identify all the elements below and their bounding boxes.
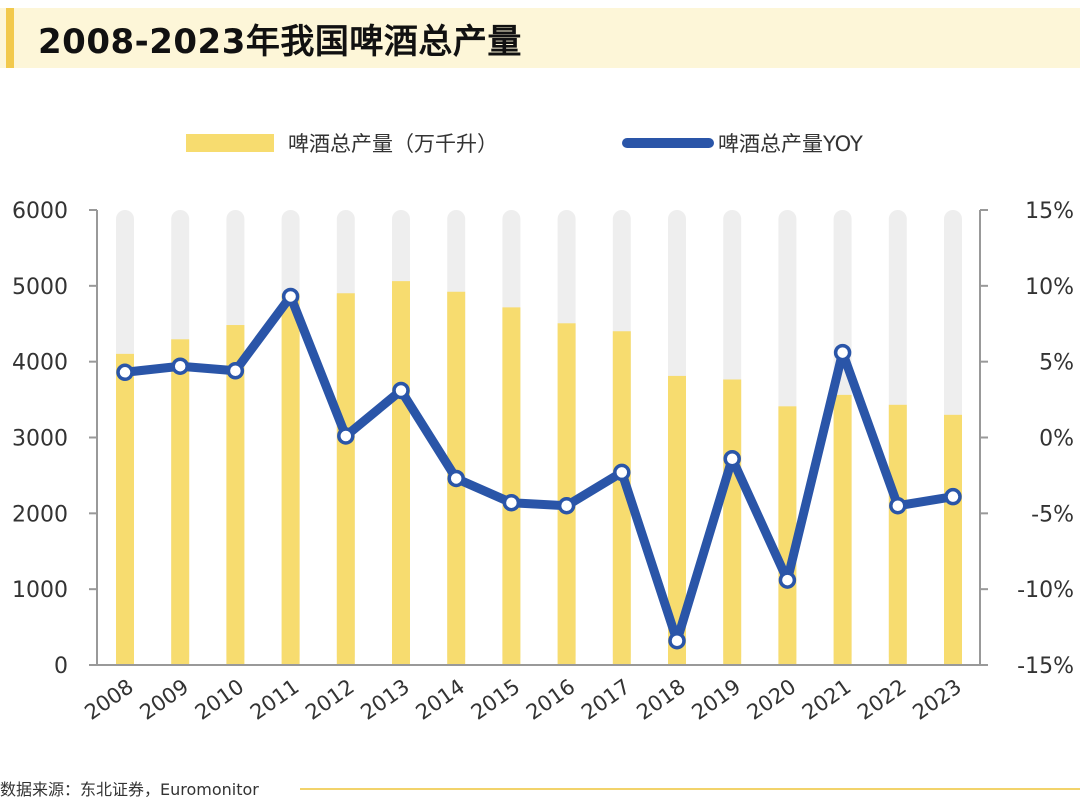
legend-label-yoy: 啤酒总产量YOY [718,132,863,156]
legend-item-yoy: 啤酒总产量YOY [622,128,863,158]
bar-2019 [723,379,742,665]
bar-2016 [557,323,576,665]
yoy-point-2016 [557,497,576,515]
bar-2011 [281,293,300,665]
yoy-point-2015 [502,493,521,512]
left-tick-label: 0 [54,654,68,679]
bar-2022 [888,404,907,665]
x-tick-label: 2019 [688,674,746,724]
right-tick-label: -15% [1017,654,1074,679]
legend-label-production: 啤酒总产量（万千升） [288,132,498,156]
yoy-point-2013 [392,381,410,400]
yoy-point-2022 [889,497,907,515]
bar-2021 [833,394,852,665]
yoy-line [120,291,958,646]
right-tick-label: -10% [1017,578,1074,603]
bar-2015 [502,307,521,665]
yoy-point-2012 [337,427,355,445]
x-tick-label: 2020 [743,674,801,724]
x-tick-label: 2010 [191,674,249,724]
legend-line-swatch [622,138,714,148]
yoy-point-2020 [778,571,797,589]
left-tick-label: 3000 [12,427,68,452]
x-tick-label: 2017 [577,674,635,724]
bar-2020 [778,406,797,665]
bar-2013 [392,281,410,665]
legend-bar-swatch [186,134,274,152]
bar-2008 [116,353,134,665]
yoy-point-2014 [447,469,465,488]
x-tick-label: 2008 [80,674,138,724]
x-tick-label: 2014 [412,674,470,724]
yoy-point-2008 [116,363,134,382]
bar-2010 [226,325,245,665]
right-tick-label: 15% [1025,199,1074,224]
x-tick-label: 2022 [853,674,911,724]
yoy-point-2009 [171,357,189,375]
x-tick-label: 2011 [246,674,304,724]
title-accent-bar [6,8,14,68]
x-tick-label: 2016 [522,674,580,724]
left-tick-label: 2000 [12,502,68,527]
yoy-point-2017 [613,463,631,482]
yoy-point-2018 [668,631,686,650]
yoy-point-2011 [281,287,300,306]
bar-2017 [612,331,631,665]
bar-2023 [944,414,962,665]
left-tick-label: 1000 [12,578,68,603]
footer-divider [300,788,1080,790]
right-tick-label: -5% [1031,502,1074,527]
x-tick-label: 2013 [356,674,414,724]
x-tick-label: 2018 [632,674,690,724]
left-tick-label: 4000 [12,351,68,376]
yoy-point-2023 [944,487,962,506]
x-tick-label: 2012 [301,674,359,724]
legend-item-production: 啤酒总产量（万千升） [186,128,498,158]
x-tick-label: 2009 [136,674,194,724]
bar-2018 [668,375,686,665]
x-tick-label: 2021 [798,674,856,724]
bar-2009 [171,339,190,665]
x-tick-label: 2023 [908,674,966,724]
legend: 啤酒总产量（万千升） 啤酒总产量YOY [0,122,1080,162]
chart-title: 2008-2023年我国啤酒总产量 [38,22,522,62]
left-tick-label: 6000 [12,199,68,224]
right-tick-label: 0% [1039,427,1074,452]
right-tick-label: 5% [1039,351,1074,376]
yoy-point-2021 [833,343,852,362]
right-tick-label: 10% [1025,275,1074,300]
yoy-point-2010 [226,362,245,380]
x-tick-label: 2015 [467,674,525,724]
left-tick-label: 5000 [12,275,68,300]
bar-2012 [336,293,355,665]
yoy-point-2019 [723,449,741,468]
title-bar [0,8,1080,68]
source-note: 数据来源：东北证券，Euromonitor [0,780,259,799]
